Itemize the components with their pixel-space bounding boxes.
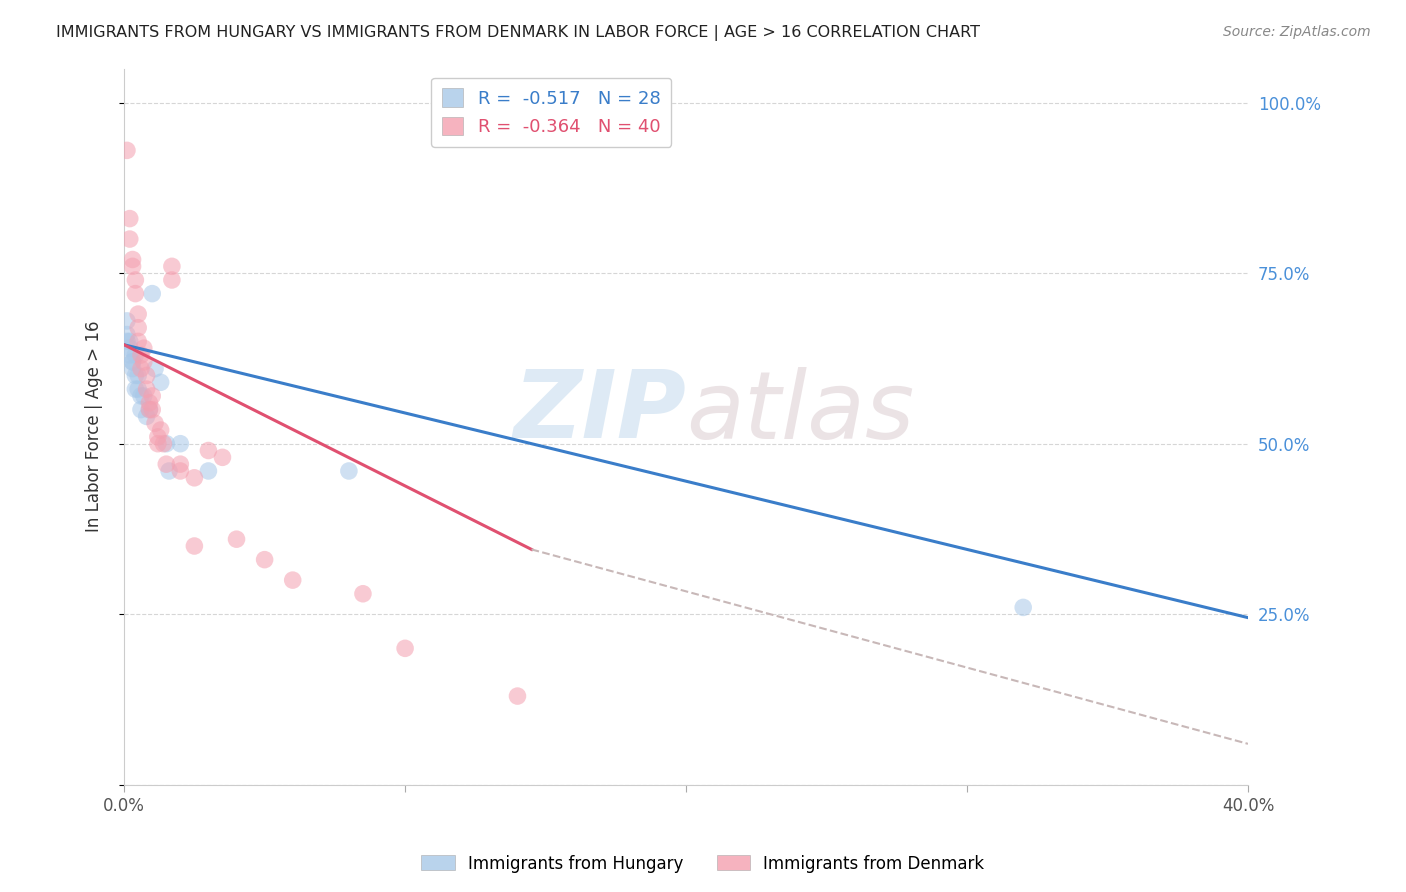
Point <box>124 368 146 383</box>
Point <box>169 464 191 478</box>
Text: Source: ZipAtlas.com: Source: ZipAtlas.com <box>1223 25 1371 39</box>
Point <box>141 286 163 301</box>
Point <box>124 382 146 396</box>
Point <box>121 361 143 376</box>
Point <box>135 368 157 383</box>
Point <box>121 260 143 274</box>
Legend: R =  -0.517   N = 28, R =  -0.364   N = 40: R = -0.517 N = 28, R = -0.364 N = 40 <box>430 78 672 147</box>
Point <box>115 314 138 328</box>
Point <box>127 382 149 396</box>
Point <box>132 341 155 355</box>
Point <box>132 355 155 369</box>
Point <box>124 348 146 362</box>
Point <box>143 361 166 376</box>
Point <box>141 389 163 403</box>
Text: ZIP: ZIP <box>513 367 686 458</box>
Point <box>352 587 374 601</box>
Text: atlas: atlas <box>686 367 914 458</box>
Point <box>160 260 183 274</box>
Point <box>183 471 205 485</box>
Point <box>197 464 219 478</box>
Point <box>146 430 169 444</box>
Point <box>118 348 141 362</box>
Point <box>152 436 174 450</box>
Point <box>138 402 160 417</box>
Point <box>155 457 177 471</box>
Point <box>183 539 205 553</box>
Point <box>155 436 177 450</box>
Point <box>121 355 143 369</box>
Point <box>127 320 149 334</box>
Point <box>138 402 160 417</box>
Point <box>129 348 152 362</box>
Point <box>127 368 149 383</box>
Point <box>169 436 191 450</box>
Y-axis label: In Labor Force | Age > 16: In Labor Force | Age > 16 <box>86 321 103 533</box>
Point <box>394 641 416 656</box>
Point <box>337 464 360 478</box>
Point <box>118 334 141 349</box>
Point <box>157 464 180 478</box>
Point <box>253 552 276 566</box>
Point <box>127 334 149 349</box>
Point <box>138 396 160 410</box>
Point <box>121 252 143 267</box>
Point <box>169 457 191 471</box>
Point <box>135 409 157 424</box>
Point <box>211 450 233 465</box>
Point <box>225 532 247 546</box>
Point <box>129 361 152 376</box>
Point <box>149 423 172 437</box>
Point <box>129 402 152 417</box>
Point <box>124 286 146 301</box>
Legend: Immigrants from Hungary, Immigrants from Denmark: Immigrants from Hungary, Immigrants from… <box>415 848 991 880</box>
Point <box>129 389 152 403</box>
Point <box>118 341 141 355</box>
Point <box>121 355 143 369</box>
Point <box>141 402 163 417</box>
Point <box>143 416 166 430</box>
Point <box>197 443 219 458</box>
Point <box>115 144 138 158</box>
Point <box>118 211 141 226</box>
Text: IMMIGRANTS FROM HUNGARY VS IMMIGRANTS FROM DENMARK IN LABOR FORCE | AGE > 16 COR: IMMIGRANTS FROM HUNGARY VS IMMIGRANTS FR… <box>56 25 980 41</box>
Point <box>281 573 304 587</box>
Point <box>506 689 529 703</box>
Point <box>115 334 138 349</box>
Point <box>1012 600 1035 615</box>
Point <box>127 307 149 321</box>
Point <box>132 389 155 403</box>
Point <box>115 327 138 342</box>
Point <box>160 273 183 287</box>
Point <box>135 382 157 396</box>
Point <box>124 273 146 287</box>
Point <box>118 232 141 246</box>
Point <box>146 436 169 450</box>
Point <box>149 376 172 390</box>
